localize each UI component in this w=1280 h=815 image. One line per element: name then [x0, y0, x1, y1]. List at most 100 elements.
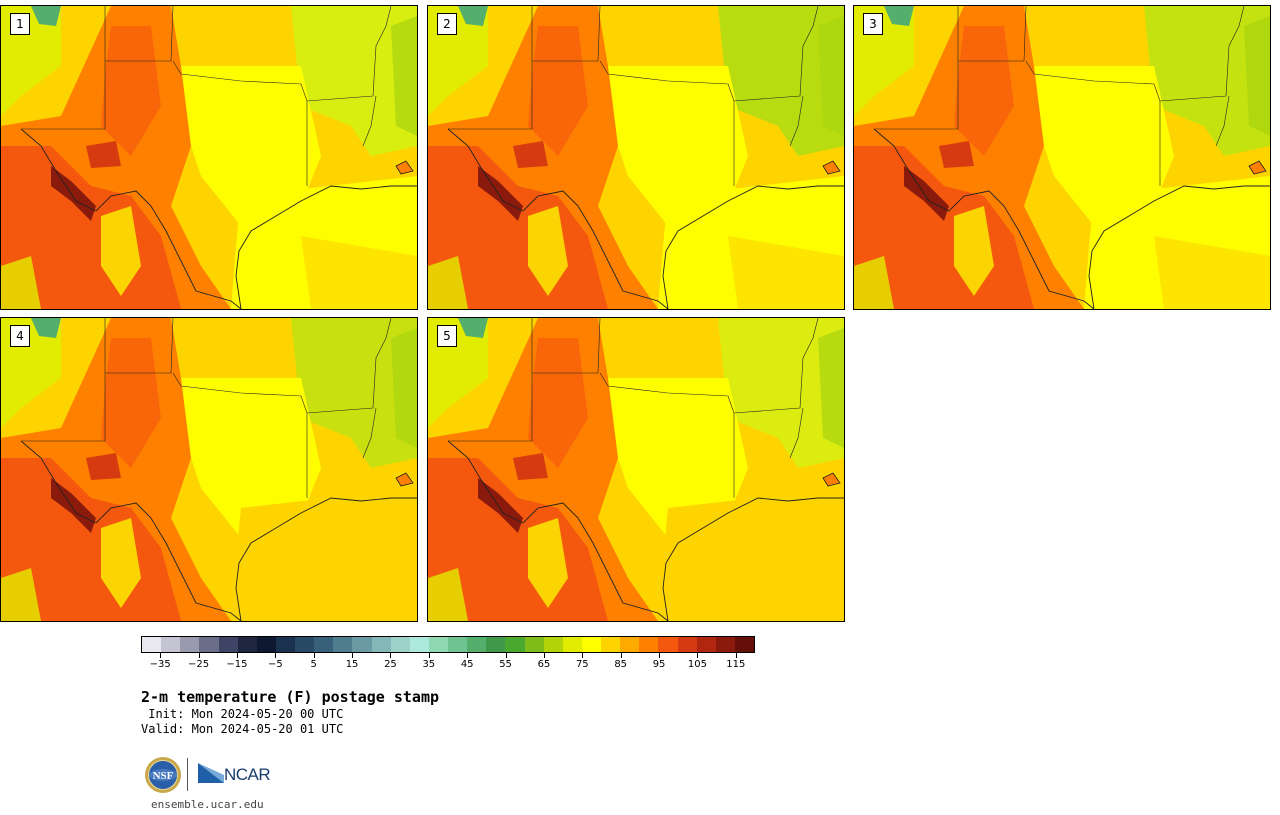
colorbar-swatch — [314, 637, 334, 652]
colorbar-tick-label: 5 — [310, 659, 317, 670]
border-line — [1248, 160, 1267, 175]
temperature-region — [1244, 16, 1270, 136]
border-line — [362, 95, 377, 147]
init-time: Init: Mon 2024-05-20 00 UTC — [141, 707, 344, 721]
temperature-region — [31, 6, 61, 26]
temperature-map-2 — [428, 6, 844, 309]
panel-number-4: 4 — [10, 325, 30, 347]
border-line — [20, 440, 242, 621]
temperature-region — [728, 236, 844, 309]
colorbar-swatch — [161, 637, 181, 652]
temperature-region — [608, 66, 748, 226]
nsf-logo-icon: NSF — [145, 757, 181, 793]
temperature-region — [718, 6, 844, 156]
nsf-logo-text: NSF — [153, 770, 174, 782]
border-line — [447, 128, 669, 309]
panel-number-2: 2 — [437, 13, 457, 35]
temperature-region — [458, 6, 488, 26]
border-line — [395, 160, 414, 175]
colorbar-tick — [275, 653, 277, 658]
temperature-region — [31, 318, 61, 338]
temperature-region — [939, 141, 974, 168]
colorbar-tick — [236, 653, 238, 658]
border-line — [958, 6, 1027, 62]
colorbar-swatch — [448, 637, 468, 652]
colorbar-swatch — [295, 637, 315, 652]
temperature-region — [458, 318, 488, 338]
colorbar-tick — [659, 653, 661, 658]
temperature-region — [728, 548, 844, 621]
colorbar-swatch — [581, 637, 601, 652]
colorbar-tick-label: 55 — [499, 659, 512, 670]
temperature-region — [1, 568, 41, 621]
temperature-region — [101, 338, 161, 468]
map-panel-1: 1 — [0, 5, 418, 310]
temperature-region — [818, 16, 844, 136]
colorbar-tick-label: 75 — [575, 659, 589, 670]
temperature-region — [528, 206, 568, 296]
temperature-region — [884, 6, 914, 26]
border-line — [172, 372, 308, 498]
map-panel-5: 5 — [427, 317, 845, 622]
border-line — [20, 128, 242, 309]
colorbar-tick — [543, 653, 545, 658]
border-line — [599, 372, 735, 498]
colorbar-tick-label: −5 — [267, 659, 283, 670]
colorbar-swatch — [524, 637, 544, 652]
border-line — [21, 318, 106, 442]
border-line — [448, 318, 533, 442]
map-panel-2: 2 — [427, 5, 845, 310]
temperature-region — [86, 141, 121, 168]
colorbar-tick-label: 25 — [384, 659, 397, 670]
temperature-region — [101, 206, 141, 296]
colorbar-swatch — [620, 637, 640, 652]
colorbar-tick — [313, 653, 315, 658]
border-line — [395, 472, 414, 487]
border-line — [1025, 60, 1161, 186]
colorbar-tick — [735, 653, 737, 658]
colorbar-tick-label: 105 — [687, 659, 707, 670]
colorbar-tick-label: −25 — [188, 659, 210, 670]
colorbar-tick — [160, 653, 162, 658]
temperature-region — [1034, 66, 1174, 226]
border-line — [532, 318, 601, 374]
colorbar-swatch — [601, 637, 621, 652]
colorbar-swatch — [639, 637, 659, 652]
colorbar-swatch — [562, 637, 582, 652]
colorbar-ticks: −35 −25 −15 −5 5 15 25 35 45 55 65 75 85 95 105 115 — [141, 653, 755, 673]
temperature-region — [86, 453, 121, 480]
colorbar-swatch — [467, 637, 487, 652]
colorbar-tick — [620, 653, 622, 658]
border-line — [874, 6, 959, 130]
temperature-region — [181, 378, 321, 538]
colorbar-tick-label: 85 — [614, 659, 628, 670]
temperature-region — [528, 338, 588, 468]
temperature-region — [301, 236, 417, 309]
logos: NSF NCAR — [144, 756, 284, 796]
colorbar-tick — [582, 653, 584, 658]
border-line — [1159, 6, 1245, 102]
border-line — [235, 497, 417, 621]
colorbar — [141, 636, 755, 653]
colorbar-swatch — [505, 637, 525, 652]
temperature-region — [528, 518, 568, 608]
temperature-region — [854, 256, 894, 309]
temperature-map-5 — [428, 318, 844, 621]
valid-time: Valid: Mon 2024-05-20 01 UTC — [141, 722, 344, 736]
colorbar-swatch — [180, 637, 200, 652]
border-line — [235, 185, 417, 309]
map-panel-4: 4 — [0, 317, 418, 622]
map-panel-3: 3 — [853, 5, 1271, 310]
ncar-logo-text: NCAR — [224, 765, 271, 784]
border-line — [306, 6, 392, 102]
temperature-region — [718, 318, 844, 468]
colorbar-tick — [505, 653, 507, 658]
border-line — [447, 440, 669, 621]
panel-number-1: 1 — [10, 13, 30, 35]
temperature-region — [954, 26, 1014, 156]
temperature-region — [101, 518, 141, 608]
temperature-map-1 — [1, 6, 417, 309]
temperature-region — [1154, 236, 1270, 309]
border-line — [21, 6, 106, 130]
border-line — [105, 318, 174, 374]
